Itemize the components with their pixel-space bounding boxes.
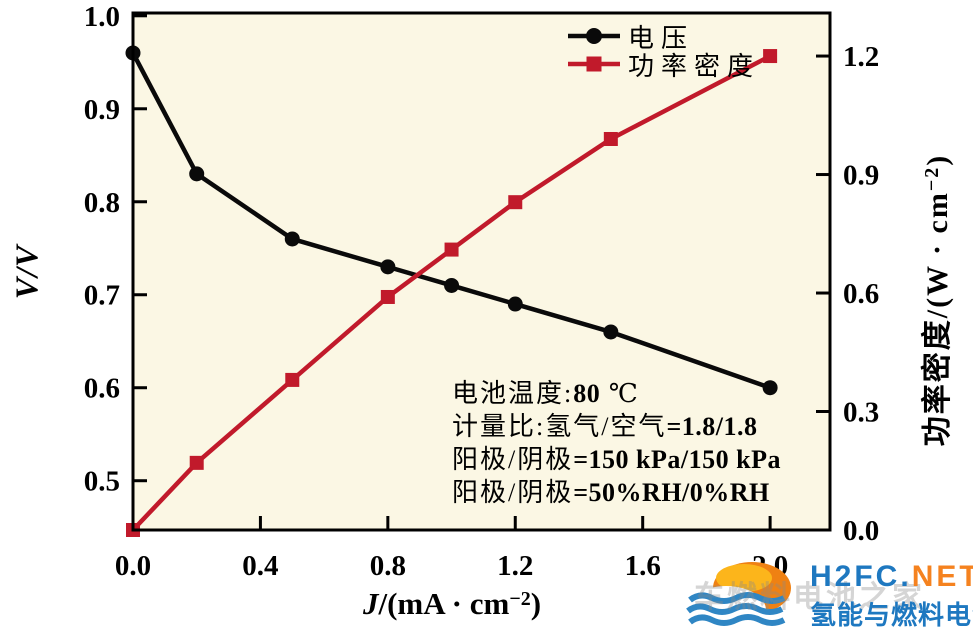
power-density-curve-point xyxy=(763,49,778,64)
axis-tick-label: 0.6 xyxy=(84,373,120,405)
watermark: 车燃料电池之家 H2FC.NET 氢能与燃料电池网 xyxy=(680,546,973,634)
condition-humidity: 阳极/阴极=50%RH/0%RH xyxy=(452,478,770,507)
axis-tick-label: 1.6 xyxy=(625,550,661,582)
axis-tick-label: 0.3 xyxy=(843,397,879,429)
power-density-curve-point xyxy=(189,455,204,470)
voltage-curve xyxy=(131,51,771,390)
power-density-curve-point xyxy=(380,289,395,304)
watermark-sun-waves-logo xyxy=(686,562,791,630)
axis-tick-label: 0.7 xyxy=(84,280,120,312)
axis-tick-label: 0.0 xyxy=(115,550,151,582)
x-axis-label: J/(mA · cm−2) xyxy=(362,586,542,621)
axis-tick-label: 0.4 xyxy=(242,550,278,582)
power-density-legend-sample-icon xyxy=(568,56,620,72)
plot-border xyxy=(131,11,832,532)
voltage-curve-point xyxy=(603,324,619,340)
voltage-curve-point xyxy=(762,380,778,396)
axis-tick-label: 0.8 xyxy=(84,187,120,219)
power-density-curve-point xyxy=(285,372,300,387)
power-density-curve-point xyxy=(444,242,459,257)
watermark-site-url: H2FC.NET xyxy=(810,560,973,593)
voltage-curve-point xyxy=(507,296,523,312)
plot-area xyxy=(133,13,830,530)
test-conditions-annotation: 电池温度:80 ℃ 计量比:氢气/空气=1.8/1.8 阳极/阴极=150 kP… xyxy=(452,377,781,509)
axis-tick-label: 0.5 xyxy=(84,466,120,498)
x-axis-variable: J xyxy=(362,586,379,621)
legend-item-voltage: 电压 xyxy=(566,22,760,53)
condition-stoichiometry: 计量比:氢气/空气=1.8/1.8 xyxy=(452,412,758,441)
legend-label-voltage: 电压 xyxy=(628,23,695,53)
y-axis-label-right: 功率密度/(W · cm−2) xyxy=(921,153,954,447)
y-axis-label-left: V/V xyxy=(9,245,46,300)
axis-tick-label: 1.2 xyxy=(497,550,533,582)
power-density-curve-point xyxy=(603,131,618,146)
voltage-legend-sample-icon xyxy=(568,28,620,44)
power-density-curve-point xyxy=(508,195,523,210)
axis-tick-label: 0.8 xyxy=(370,550,406,582)
voltage-curve-point xyxy=(189,166,205,182)
voltage-curve-point xyxy=(444,277,460,293)
axis-tick-label: 0.9 xyxy=(84,94,120,126)
watermark-site-name: H2FC.NET 氢能与燃料电池网 xyxy=(810,560,973,632)
condition-cell-temperature: 电池温度:80 ℃ xyxy=(452,379,640,408)
watermark-ghost-text: 车燃料电池之家 xyxy=(694,581,925,614)
legend: 电压 功率密度 xyxy=(566,22,760,81)
axis-tick-label: 0.9 xyxy=(843,160,879,192)
voltage-curve-point xyxy=(284,231,300,247)
axis-tick-label: 1.2 xyxy=(843,41,879,73)
watermark-site-chinese-name: 氢能与燃料电池网 xyxy=(810,600,973,630)
condition-pressure: 阳极/阴极=150 kPa/150 kPa xyxy=(452,445,781,474)
axis-tick-label: 0.6 xyxy=(843,278,879,310)
power-density-curve xyxy=(131,54,772,532)
voltage-curve-point xyxy=(380,259,396,275)
legend-item-power-density: 功率密度 xyxy=(566,50,760,81)
axis-tick-label: 0.0 xyxy=(843,515,879,547)
y-left-label-text: V/V xyxy=(8,244,45,300)
legend-label-power-density: 功率密度 xyxy=(628,51,761,81)
axis-tick-label: 1.0 xyxy=(84,1,120,33)
